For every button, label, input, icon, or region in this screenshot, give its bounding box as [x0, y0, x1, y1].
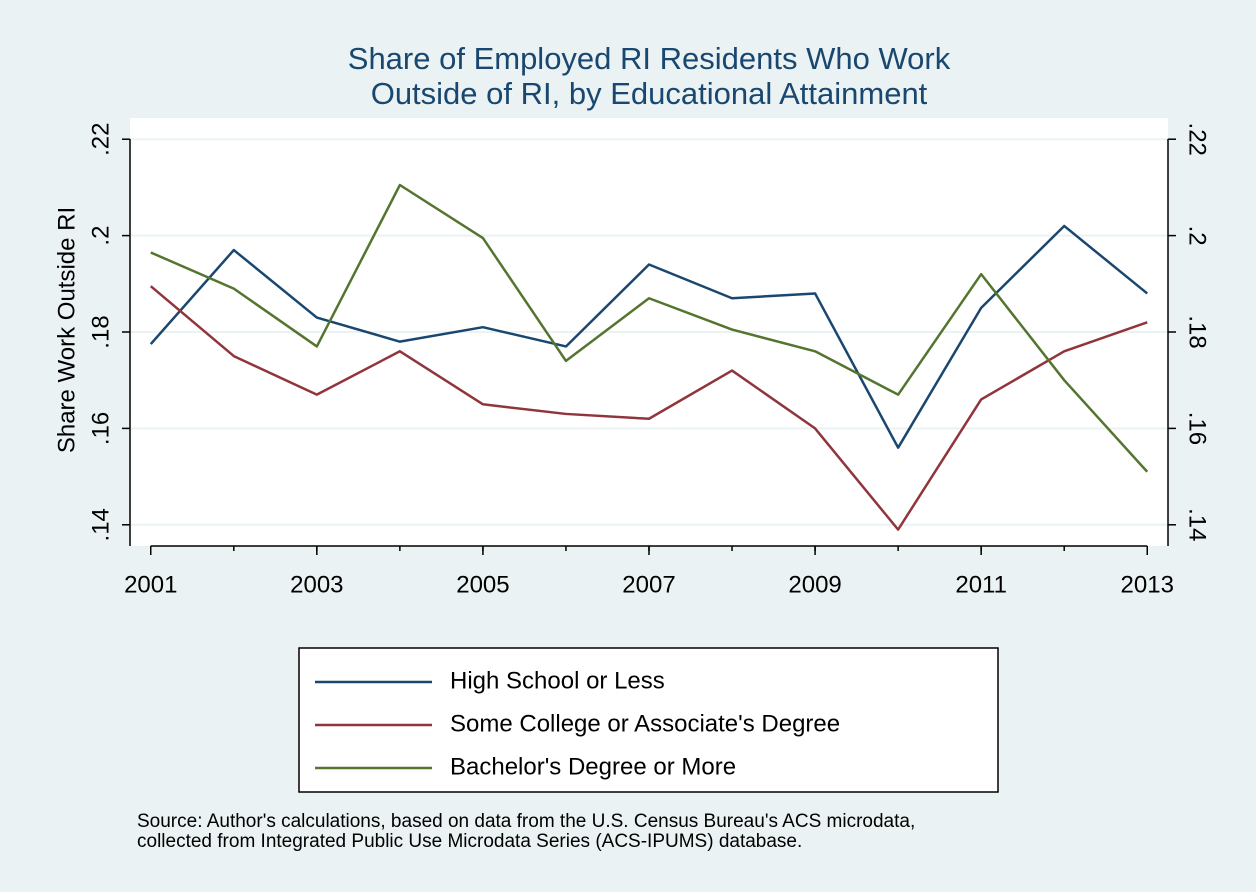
- y-tick-label: .14: [87, 508, 114, 541]
- legend-label: Bachelor's Degree or More: [450, 753, 736, 780]
- y-tick-label: .2: [87, 226, 114, 246]
- data-line: [150, 183, 1149, 473]
- x-tick-label: 2009: [788, 571, 841, 598]
- legend-label: High School or Less: [450, 667, 665, 694]
- x-tick-label: 2007: [622, 571, 675, 598]
- x-tick-label: 2001: [124, 571, 177, 598]
- data-line: [149, 224, 1149, 449]
- x-tick-label: 2005: [456, 571, 509, 598]
- y2-tick-label: .2: [1184, 226, 1211, 246]
- y-tick-label: .22: [87, 123, 114, 156]
- y-axis-label: Share Work Outside RI: [53, 207, 80, 453]
- y2-tick-label: .14: [1184, 508, 1211, 541]
- note: Source: Author's calculations, based on …: [137, 811, 915, 832]
- y2-tick-label: .18: [1184, 315, 1211, 348]
- y2-tick-label: .16: [1184, 412, 1211, 445]
- data-line: [149, 285, 1148, 531]
- chart-title: Share of Employed RI Residents Who Work: [348, 41, 951, 76]
- x-tick-label: 2011: [955, 571, 1007, 598]
- x-tick-label: 2003: [290, 571, 343, 598]
- x-tick-label: 2013: [1121, 571, 1174, 598]
- note: collected from Integrated Public Use Mic…: [137, 831, 802, 852]
- legend-label: Some College or Associate's Degree: [450, 710, 840, 737]
- chart-title: Outside of RI, by Educational Attainment: [371, 76, 928, 111]
- y2-tick-label: .22: [1184, 123, 1211, 156]
- y-tick-label: .16: [87, 412, 114, 445]
- y-tick-label: .18: [87, 315, 114, 348]
